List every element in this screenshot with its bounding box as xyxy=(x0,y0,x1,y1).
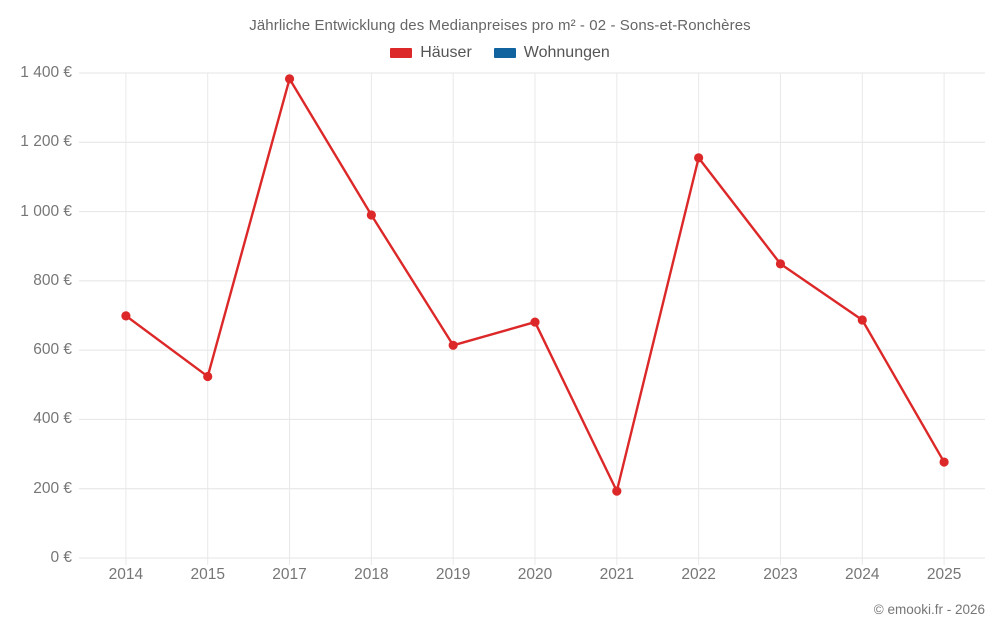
legend-swatch-wohnungen xyxy=(493,48,516,58)
legend-item-wohnungen[interactable]: Wohnungen xyxy=(493,44,610,62)
y-axis-tick-label: 1 200 € xyxy=(20,133,72,151)
data-point[interactable] xyxy=(284,74,295,84)
y-axis-tick-label: 1 000 € xyxy=(20,202,72,220)
data-point[interactable] xyxy=(612,486,622,496)
x-axis-tick-label: 2020 xyxy=(517,566,553,583)
legend-label-wohnungen: Wohnungen xyxy=(523,44,610,61)
x-axis-tick-label: 2018 xyxy=(354,566,389,583)
x-axis-tick-label: 2025 xyxy=(926,566,962,583)
data-point[interactable] xyxy=(448,340,458,350)
x-axis-tick-label: 2024 xyxy=(845,566,880,583)
y-axis-tick-label: 600 € xyxy=(33,341,72,359)
legend-swatch-hauser xyxy=(390,48,413,58)
x-axis-tick-label: 2014 xyxy=(108,566,144,583)
chart-title: Jährliche Entwicklung des Medianpreises … xyxy=(249,17,751,34)
y-axis-tick-label: 400 € xyxy=(33,410,72,428)
footer-credit: © emooki.fr - 2026 xyxy=(873,602,985,617)
data-point[interactable] xyxy=(939,457,949,467)
x-axis-tick-label: 2019 xyxy=(435,566,471,583)
data-point[interactable] xyxy=(775,259,786,269)
x-axis-tick-label: 2022 xyxy=(681,566,716,583)
data-point[interactable] xyxy=(694,153,704,163)
legend-label-hauser: Häuser xyxy=(420,44,472,61)
data-point[interactable] xyxy=(203,371,213,382)
data-point[interactable] xyxy=(530,317,540,327)
y-axis-tick-label: 200 € xyxy=(33,479,72,497)
data-point[interactable] xyxy=(121,311,131,321)
legend-item-hauser[interactable]: Häuser xyxy=(390,44,472,62)
x-axis-tick-label: 2015 xyxy=(190,566,225,583)
y-axis-tick-label: 1 400 € xyxy=(20,64,72,81)
y-axis-labels: 0 € 200 € 400 € 600 € 800 € 1 000 € 1 200 € 1 4… xyxy=(0,0,72,625)
y-axis-tick-label: 0 € xyxy=(50,549,72,566)
x-axis-tick-label: 2021 xyxy=(599,566,635,583)
chart-legend: Häuser Wohnungen xyxy=(0,44,1000,62)
data-point[interactable] xyxy=(857,315,867,325)
data-point[interactable] xyxy=(366,210,376,220)
y-axis-tick-label: 800 € xyxy=(33,271,72,289)
x-axis-tick-label: 2017 xyxy=(272,566,307,583)
x-axis-tick-label: 2023 xyxy=(763,566,798,583)
